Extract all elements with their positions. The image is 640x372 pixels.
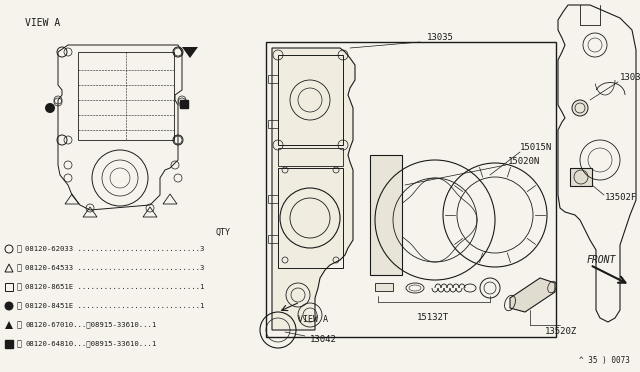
Circle shape: [45, 103, 55, 113]
Bar: [375, 283, 393, 291]
Text: Ⓑ: Ⓑ: [17, 282, 22, 292]
Text: 08120-67010...Ⓦ08915-33610...1: 08120-67010...Ⓦ08915-33610...1: [25, 322, 156, 328]
Text: 08120-64533 ............................3: 08120-64533 ............................…: [25, 265, 204, 271]
Text: VIEW A: VIEW A: [25, 18, 60, 28]
Text: 13502F: 13502F: [605, 193, 637, 202]
Polygon shape: [180, 100, 188, 108]
Text: 08120-64810...Ⓦ08915-33610...1: 08120-64810...Ⓦ08915-33610...1: [25, 341, 156, 347]
Polygon shape: [5, 340, 13, 348]
Text: VIEW A: VIEW A: [298, 315, 328, 324]
Polygon shape: [272, 48, 355, 330]
Text: QTY: QTY: [215, 228, 230, 237]
Bar: [268, 120, 278, 128]
Circle shape: [572, 100, 588, 116]
Text: Ⓑ: Ⓑ: [17, 263, 22, 273]
Text: 13035H: 13035H: [620, 74, 640, 83]
Circle shape: [5, 302, 13, 310]
Bar: [78, 52, 174, 140]
Bar: [278, 148, 343, 166]
Bar: [268, 195, 278, 203]
Text: FRONT: FRONT: [587, 255, 616, 265]
Polygon shape: [182, 47, 198, 58]
Polygon shape: [510, 278, 555, 312]
Text: Ⓑ: Ⓑ: [17, 321, 22, 330]
Text: Ⓑ: Ⓑ: [17, 340, 22, 349]
Bar: [268, 235, 278, 243]
Bar: [5, 283, 13, 291]
Bar: [370, 155, 402, 275]
Text: Ⓑ: Ⓑ: [17, 301, 22, 311]
Text: 08120-8651E ............................1: 08120-8651E ............................…: [25, 284, 204, 290]
Text: 15015N: 15015N: [520, 144, 552, 153]
Bar: [570, 168, 592, 186]
Bar: [278, 168, 343, 268]
Polygon shape: [5, 321, 13, 329]
Text: 08120-8451E ............................1: 08120-8451E ............................…: [25, 303, 204, 309]
Text: Ⓑ: Ⓑ: [17, 244, 22, 253]
Bar: [278, 55, 343, 145]
Bar: [268, 75, 278, 83]
Bar: [266, 42, 556, 337]
Text: 13042: 13042: [310, 336, 337, 344]
Text: 08120-62033 ............................3: 08120-62033 ............................…: [25, 246, 204, 252]
Text: 13520Z: 13520Z: [545, 327, 577, 337]
Text: 15020N: 15020N: [508, 157, 540, 167]
Text: 15132T: 15132T: [417, 314, 449, 323]
Text: 13035: 13035: [427, 33, 453, 42]
Text: ^ 35 ) 0073: ^ 35 ) 0073: [579, 356, 630, 365]
